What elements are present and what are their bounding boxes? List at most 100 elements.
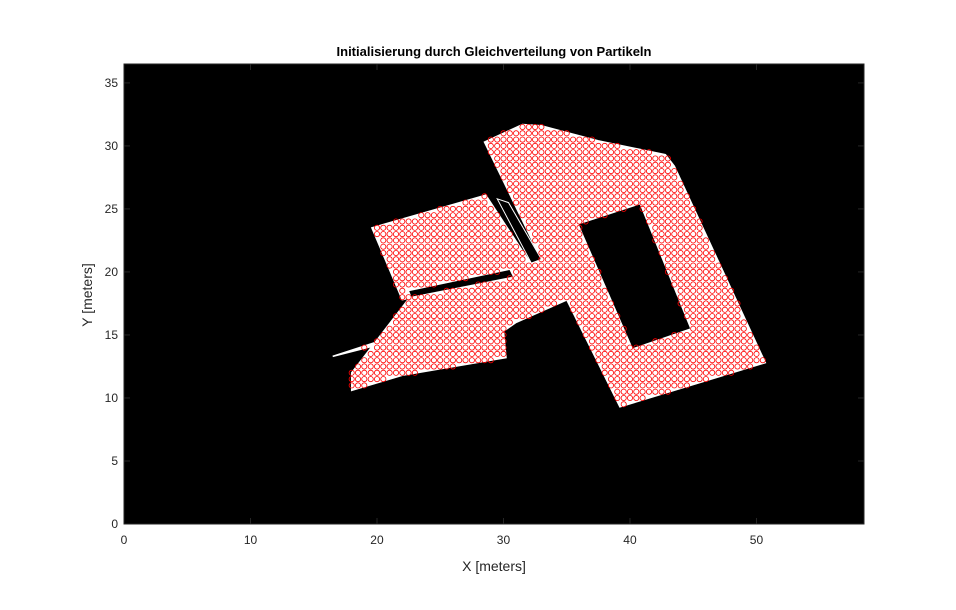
particle [582, 262, 589, 269]
particle [563, 268, 570, 275]
particle [614, 205, 621, 212]
particle [601, 369, 608, 376]
particle [462, 218, 469, 225]
particle [690, 350, 697, 357]
particle [506, 186, 513, 193]
particle [633, 388, 640, 395]
particle [753, 344, 760, 351]
particle [399, 306, 406, 313]
particle [646, 218, 653, 225]
particle [399, 281, 406, 288]
particle [481, 300, 488, 307]
particle [456, 344, 463, 351]
particle [361, 363, 368, 370]
particle [595, 180, 602, 187]
particle [696, 376, 703, 383]
particle [582, 306, 589, 313]
y-tick-label: 10 [105, 391, 119, 405]
particle [551, 199, 558, 206]
particle [487, 212, 494, 219]
particle [690, 262, 697, 269]
particle [671, 350, 678, 357]
particle [677, 344, 684, 351]
particle [494, 325, 501, 332]
particle [570, 186, 577, 193]
particle [582, 136, 589, 143]
particle [570, 205, 577, 212]
particle [639, 350, 646, 357]
particle [487, 243, 494, 250]
particle [519, 136, 526, 143]
particle [494, 142, 501, 149]
particle [633, 350, 640, 357]
particle [519, 294, 526, 301]
particle [411, 231, 418, 238]
particle [544, 174, 551, 181]
particle [551, 149, 558, 156]
particle [506, 168, 513, 175]
particle [608, 149, 615, 156]
particle [709, 281, 716, 288]
particle [677, 300, 684, 307]
particle [652, 363, 659, 370]
particle [399, 287, 406, 294]
particle [683, 193, 690, 200]
particle [677, 205, 684, 212]
particle [576, 193, 583, 200]
particle [646, 186, 653, 193]
particle [462, 357, 469, 364]
particle [544, 268, 551, 275]
particle [525, 168, 532, 175]
particle [570, 212, 577, 219]
particle [386, 325, 393, 332]
particle [620, 149, 627, 156]
particle [563, 168, 570, 175]
particle [475, 331, 482, 338]
particle [500, 243, 507, 250]
particle [595, 325, 602, 332]
particle [620, 331, 627, 338]
particle [608, 168, 615, 175]
particle [721, 275, 728, 282]
particle [595, 275, 602, 282]
particle [677, 357, 684, 364]
particle [500, 155, 507, 162]
particle [481, 212, 488, 219]
particle [405, 357, 412, 364]
particle [475, 319, 482, 326]
particle [525, 180, 532, 187]
particle [532, 294, 539, 301]
particle [380, 249, 387, 256]
particle [664, 193, 671, 200]
particle [677, 218, 684, 225]
particle [614, 369, 621, 376]
particle [538, 174, 545, 181]
particle [551, 294, 558, 301]
particle [468, 243, 475, 250]
particle [449, 350, 456, 357]
particle [614, 325, 621, 332]
particle [430, 306, 437, 313]
particle [519, 262, 526, 269]
particle [500, 161, 507, 168]
particle [538, 287, 545, 294]
particle [481, 338, 488, 345]
particle [734, 344, 741, 351]
plot-area [123, 63, 865, 525]
particle [582, 186, 589, 193]
particle [709, 313, 716, 320]
particle [664, 243, 671, 250]
particle [696, 313, 703, 320]
particle [468, 357, 475, 364]
particle [620, 155, 627, 162]
particle [456, 243, 463, 250]
particle [728, 344, 735, 351]
particle [595, 212, 602, 219]
particle [595, 287, 602, 294]
particle [506, 174, 513, 181]
particle [468, 237, 475, 244]
particle [487, 331, 494, 338]
particle [513, 174, 520, 181]
particle [646, 376, 653, 383]
particle [367, 376, 374, 383]
